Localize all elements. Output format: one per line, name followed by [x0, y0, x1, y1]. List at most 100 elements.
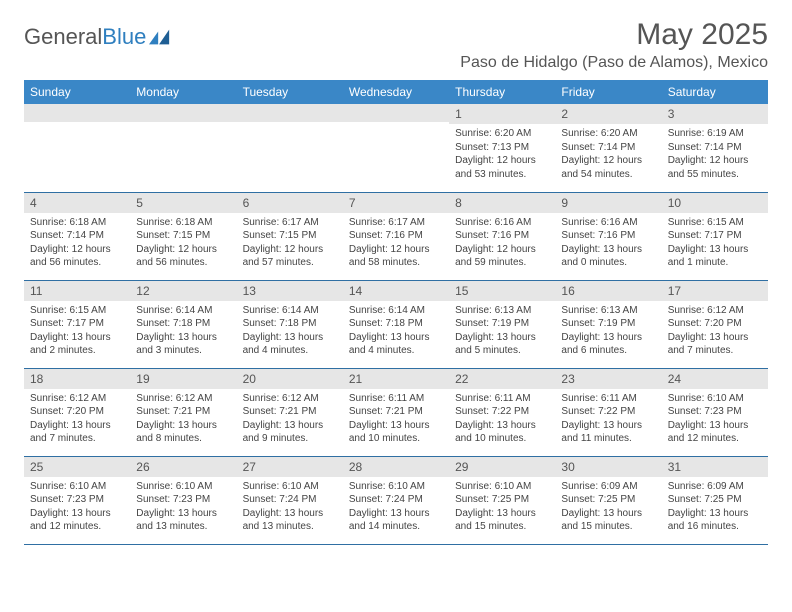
day-number: 2 [555, 104, 661, 124]
calendar-cell: 5Sunrise: 6:18 AMSunset: 7:15 PMDaylight… [130, 192, 236, 280]
calendar-cell: 13Sunrise: 6:14 AMSunset: 7:18 PMDayligh… [237, 280, 343, 368]
weekday-header: Wednesday [343, 80, 449, 104]
calendar-cell [237, 104, 343, 192]
weekday-header: Thursday [449, 80, 555, 104]
day-details: Sunrise: 6:09 AMSunset: 7:25 PMDaylight:… [555, 477, 661, 538]
calendar-cell: 20Sunrise: 6:12 AMSunset: 7:21 PMDayligh… [237, 368, 343, 456]
day-number: 29 [449, 457, 555, 477]
calendar-cell: 9Sunrise: 6:16 AMSunset: 7:16 PMDaylight… [555, 192, 661, 280]
calendar-cell: 6Sunrise: 6:17 AMSunset: 7:15 PMDaylight… [237, 192, 343, 280]
month-title: May 2025 [460, 18, 768, 52]
brand-part2: Blue [102, 24, 146, 50]
day-details: Sunrise: 6:11 AMSunset: 7:22 PMDaylight:… [449, 389, 555, 450]
day-details: Sunrise: 6:11 AMSunset: 7:22 PMDaylight:… [555, 389, 661, 450]
day-details: Sunrise: 6:10 AMSunset: 7:25 PMDaylight:… [449, 477, 555, 538]
day-number: 11 [24, 281, 130, 301]
day-number: 26 [130, 457, 236, 477]
calendar-cell: 7Sunrise: 6:17 AMSunset: 7:16 PMDaylight… [343, 192, 449, 280]
brand-logo: GeneralBlue [24, 18, 171, 50]
calendar-cell: 28Sunrise: 6:10 AMSunset: 7:24 PMDayligh… [343, 456, 449, 544]
day-details: Sunrise: 6:13 AMSunset: 7:19 PMDaylight:… [555, 301, 661, 362]
weekday-header: Tuesday [237, 80, 343, 104]
header: GeneralBlue May 2025 Paso de Hidalgo (Pa… [24, 18, 768, 72]
day-details: Sunrise: 6:14 AMSunset: 7:18 PMDaylight:… [237, 301, 343, 362]
day-details: Sunrise: 6:20 AMSunset: 7:14 PMDaylight:… [555, 124, 661, 185]
weekday-header: Friday [555, 80, 661, 104]
calendar-cell: 27Sunrise: 6:10 AMSunset: 7:24 PMDayligh… [237, 456, 343, 544]
day-details: Sunrise: 6:11 AMSunset: 7:21 PMDaylight:… [343, 389, 449, 450]
day-details: Sunrise: 6:16 AMSunset: 7:16 PMDaylight:… [555, 213, 661, 274]
calendar-cell: 11Sunrise: 6:15 AMSunset: 7:17 PMDayligh… [24, 280, 130, 368]
day-details: Sunrise: 6:15 AMSunset: 7:17 PMDaylight:… [24, 301, 130, 362]
day-details: Sunrise: 6:12 AMSunset: 7:21 PMDaylight:… [130, 389, 236, 450]
title-block: May 2025 Paso de Hidalgo (Paso de Alamos… [460, 18, 768, 72]
day-number: 14 [343, 281, 449, 301]
location: Paso de Hidalgo (Paso de Alamos), Mexico [460, 54, 768, 72]
day-number: 17 [662, 281, 768, 301]
calendar-cell [24, 104, 130, 192]
day-number: 22 [449, 369, 555, 389]
day-details: Sunrise: 6:17 AMSunset: 7:15 PMDaylight:… [237, 213, 343, 274]
calendar-cell: 25Sunrise: 6:10 AMSunset: 7:23 PMDayligh… [24, 456, 130, 544]
weekday-header: Saturday [662, 80, 768, 104]
day-number: 10 [662, 193, 768, 213]
day-number: 19 [130, 369, 236, 389]
calendar-cell: 19Sunrise: 6:12 AMSunset: 7:21 PMDayligh… [130, 368, 236, 456]
calendar-cell: 3Sunrise: 6:19 AMSunset: 7:14 PMDaylight… [662, 104, 768, 192]
brand-mark-icon [149, 29, 171, 45]
day-number: 31 [662, 457, 768, 477]
day-details: Sunrise: 6:18 AMSunset: 7:14 PMDaylight:… [24, 213, 130, 274]
day-number: 25 [24, 457, 130, 477]
day-number: 27 [237, 457, 343, 477]
day-details: Sunrise: 6:20 AMSunset: 7:13 PMDaylight:… [449, 124, 555, 185]
day-details: Sunrise: 6:10 AMSunset: 7:24 PMDaylight:… [237, 477, 343, 538]
day-details: Sunrise: 6:18 AMSunset: 7:15 PMDaylight:… [130, 213, 236, 274]
day-number: 1 [449, 104, 555, 124]
day-number: 23 [555, 369, 661, 389]
day-details: Sunrise: 6:17 AMSunset: 7:16 PMDaylight:… [343, 213, 449, 274]
day-number: 5 [130, 193, 236, 213]
day-number: 28 [343, 457, 449, 477]
day-details: Sunrise: 6:12 AMSunset: 7:21 PMDaylight:… [237, 389, 343, 450]
day-details: Sunrise: 6:10 AMSunset: 7:23 PMDaylight:… [662, 389, 768, 450]
calendar-cell: 18Sunrise: 6:12 AMSunset: 7:20 PMDayligh… [24, 368, 130, 456]
day-details: Sunrise: 6:14 AMSunset: 7:18 PMDaylight:… [130, 301, 236, 362]
day-details: Sunrise: 6:09 AMSunset: 7:25 PMDaylight:… [662, 477, 768, 538]
day-number: 9 [555, 193, 661, 213]
day-number: 3 [662, 104, 768, 124]
day-number: 30 [555, 457, 661, 477]
day-details: Sunrise: 6:10 AMSunset: 7:23 PMDaylight:… [24, 477, 130, 538]
day-details: Sunrise: 6:15 AMSunset: 7:17 PMDaylight:… [662, 213, 768, 274]
day-number: 4 [24, 193, 130, 213]
calendar-cell: 14Sunrise: 6:14 AMSunset: 7:18 PMDayligh… [343, 280, 449, 368]
day-details: Sunrise: 6:14 AMSunset: 7:18 PMDaylight:… [343, 301, 449, 362]
day-details: Sunrise: 6:10 AMSunset: 7:23 PMDaylight:… [130, 477, 236, 538]
day-details: Sunrise: 6:10 AMSunset: 7:24 PMDaylight:… [343, 477, 449, 538]
day-details: Sunrise: 6:16 AMSunset: 7:16 PMDaylight:… [449, 213, 555, 274]
day-number: 20 [237, 369, 343, 389]
day-number: 15 [449, 281, 555, 301]
weekday-header: Monday [130, 80, 236, 104]
day-details: Sunrise: 6:19 AMSunset: 7:14 PMDaylight:… [662, 124, 768, 185]
calendar-cell: 2Sunrise: 6:20 AMSunset: 7:14 PMDaylight… [555, 104, 661, 192]
calendar-cell: 12Sunrise: 6:14 AMSunset: 7:18 PMDayligh… [130, 280, 236, 368]
brand-part1: General [24, 24, 102, 50]
calendar-cell: 29Sunrise: 6:10 AMSunset: 7:25 PMDayligh… [449, 456, 555, 544]
calendar-cell: 30Sunrise: 6:09 AMSunset: 7:25 PMDayligh… [555, 456, 661, 544]
calendar-cell [343, 104, 449, 192]
day-number: 12 [130, 281, 236, 301]
calendar-cell: 24Sunrise: 6:10 AMSunset: 7:23 PMDayligh… [662, 368, 768, 456]
calendar-cell: 10Sunrise: 6:15 AMSunset: 7:17 PMDayligh… [662, 192, 768, 280]
calendar-cell: 26Sunrise: 6:10 AMSunset: 7:23 PMDayligh… [130, 456, 236, 544]
day-details: Sunrise: 6:13 AMSunset: 7:19 PMDaylight:… [449, 301, 555, 362]
calendar-cell: 23Sunrise: 6:11 AMSunset: 7:22 PMDayligh… [555, 368, 661, 456]
calendar-cell: 16Sunrise: 6:13 AMSunset: 7:19 PMDayligh… [555, 280, 661, 368]
calendar-cell: 22Sunrise: 6:11 AMSunset: 7:22 PMDayligh… [449, 368, 555, 456]
day-number: 21 [343, 369, 449, 389]
day-number: 13 [237, 281, 343, 301]
day-number: 16 [555, 281, 661, 301]
calendar-cell: 15Sunrise: 6:13 AMSunset: 7:19 PMDayligh… [449, 280, 555, 368]
calendar-cell: 4Sunrise: 6:18 AMSunset: 7:14 PMDaylight… [24, 192, 130, 280]
day-number: 8 [449, 193, 555, 213]
day-details: Sunrise: 6:12 AMSunset: 7:20 PMDaylight:… [24, 389, 130, 450]
